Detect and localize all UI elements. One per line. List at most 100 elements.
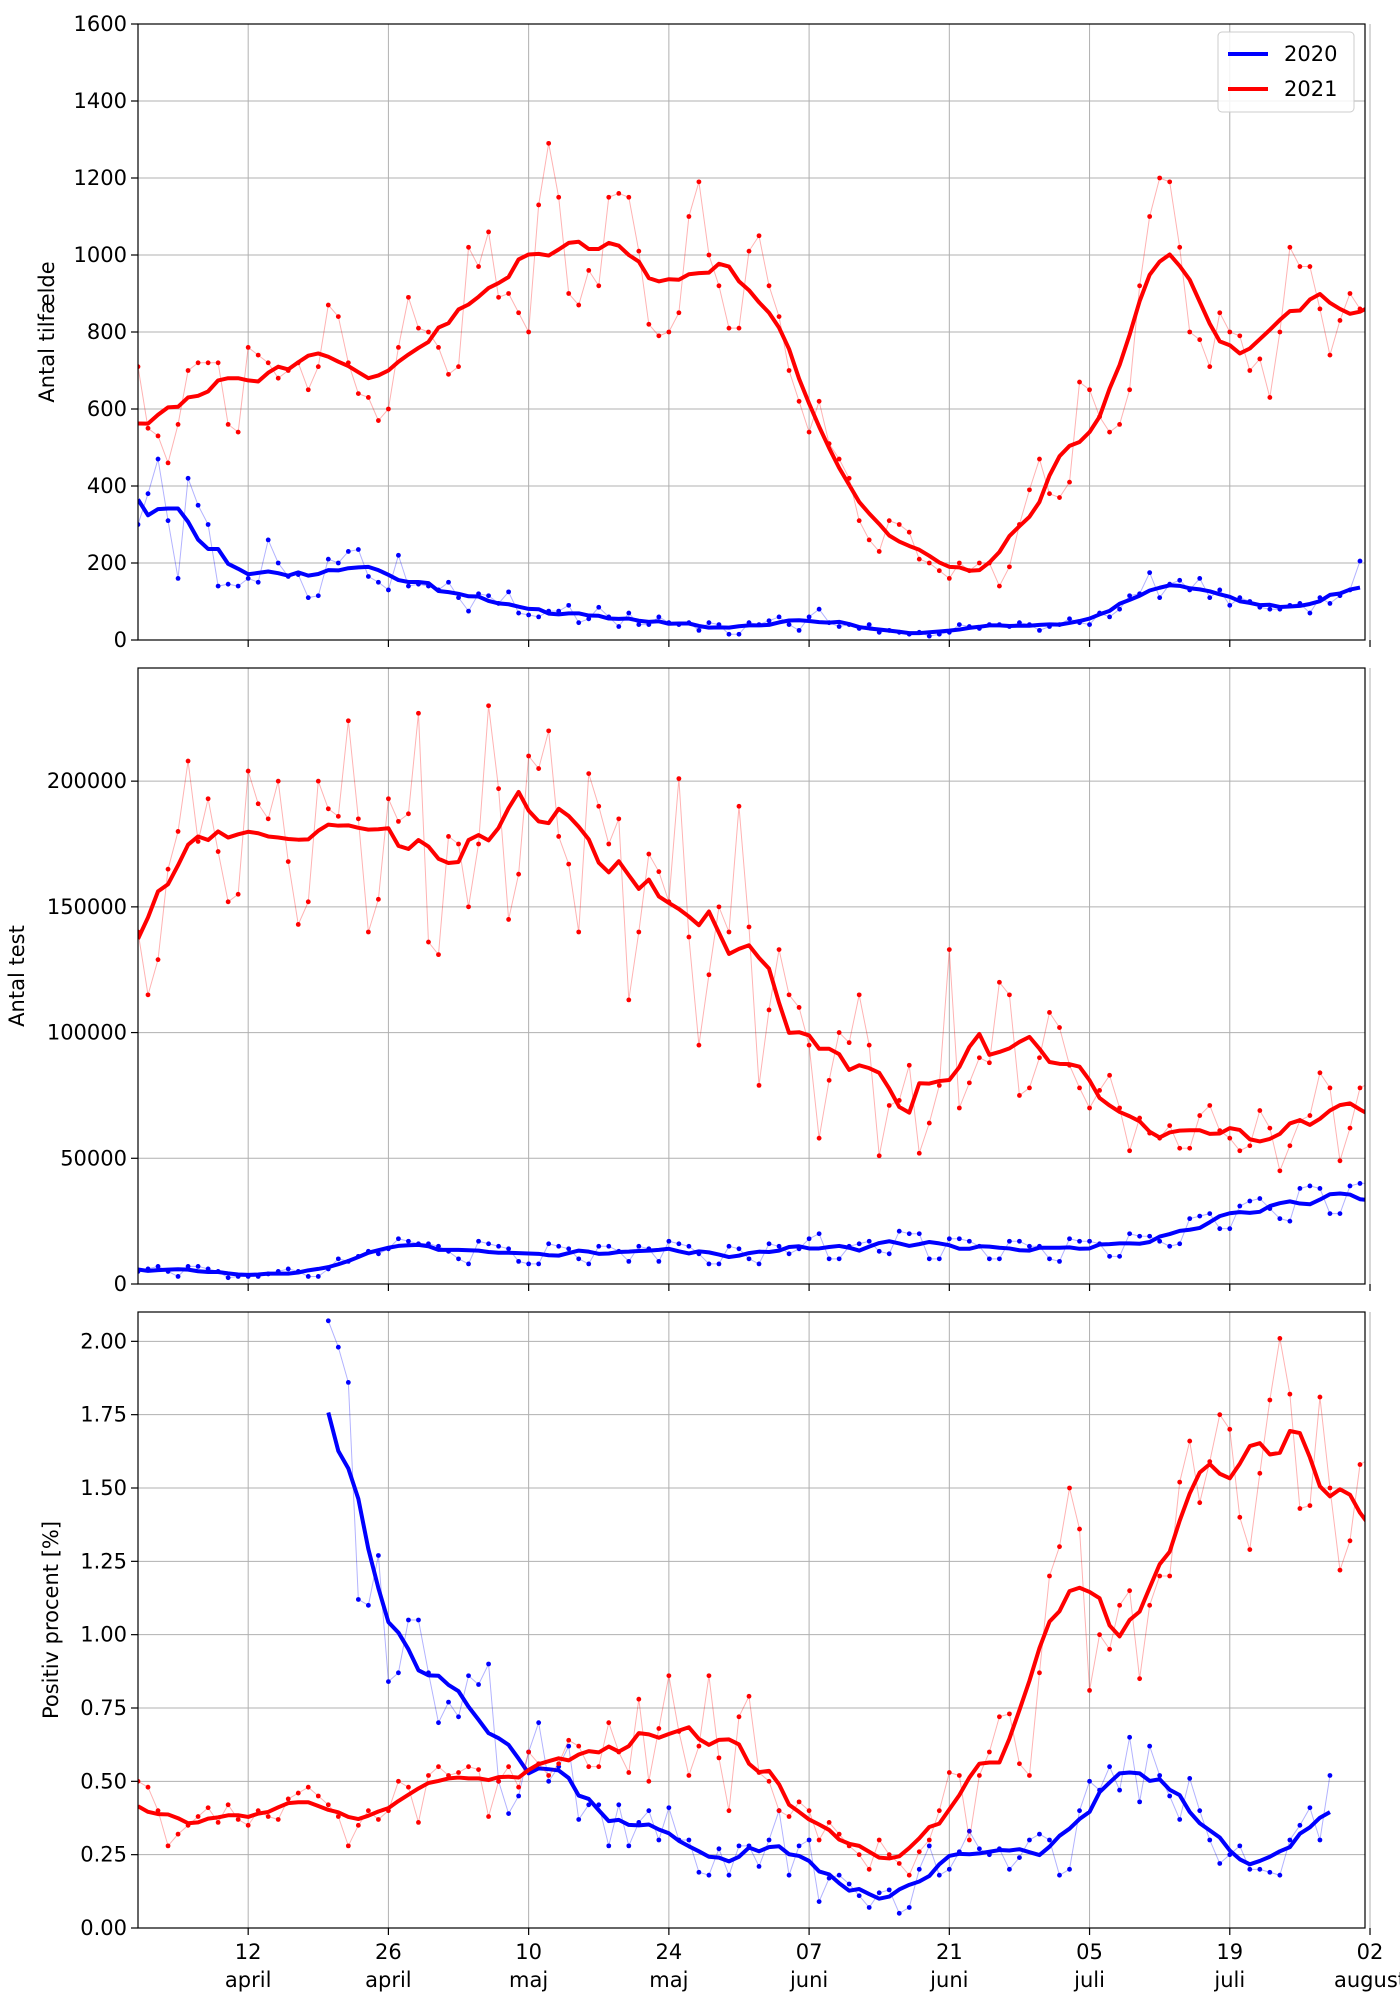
daily-point-tests-2020	[826, 1256, 832, 1262]
daily-point-cases-2021	[516, 310, 522, 316]
daily-point-tests-2021	[756, 1082, 762, 1088]
daily-point-cases-2020	[816, 606, 822, 612]
daily-point-positive-2020	[916, 1866, 922, 1872]
daily-point-tests-2020	[776, 1243, 782, 1249]
daily-point-positive-2020	[836, 1872, 842, 1878]
daily-point-cases-2021	[896, 522, 902, 527]
daily-point-cases-2021	[606, 194, 612, 200]
daily-point-tests-2021	[636, 929, 642, 935]
daily-point-cases-2021	[315, 364, 321, 370]
daily-point-positive-2021	[466, 1764, 471, 1770]
daily-point-tests-2021	[926, 1120, 932, 1126]
daily-point-positive-2020	[646, 1808, 652, 1814]
daily-point-positive-2020	[1157, 1773, 1163, 1778]
daily-point-tests-2021	[916, 1150, 922, 1156]
daily-point-tests-2020	[916, 1231, 922, 1237]
daily-point-cases-2020	[225, 581, 231, 587]
daily-point-positive-2021	[966, 1837, 972, 1843]
daily-point-tests-2020	[1117, 1253, 1122, 1259]
cases-frame	[137, 23, 1366, 641]
daily-point-tests-2020	[1087, 1238, 1092, 1244]
daily-point-positive-2021	[766, 1778, 772, 1784]
daily-point-tests-2020	[896, 1228, 902, 1234]
daily-point-tests-2020	[1187, 1216, 1193, 1222]
daily-point-positive-2021	[396, 1778, 401, 1784]
daily-point-positive-2020	[966, 1828, 972, 1834]
daily-point-tests-2020	[486, 1241, 491, 1247]
daily-point-tests-2021	[476, 841, 481, 847]
daily-point-positive-2021	[626, 1770, 632, 1775]
daily-point-positive-2020	[786, 1872, 792, 1878]
daily-point-cases-2021	[1177, 244, 1183, 250]
daily-point-tests-2021	[766, 1007, 772, 1013]
daily-point-tests-2020	[686, 1243, 692, 1249]
daily-point-tests-2021	[546, 728, 552, 734]
daily-point-positive-2021	[295, 1790, 301, 1796]
daily-point-tests-2021	[866, 1042, 872, 1048]
daily-point-tests-2021	[195, 839, 201, 844]
daily-point-cases-2021	[496, 294, 501, 300]
daily-point-positive-2021	[936, 1808, 942, 1814]
daily-point-positive-2021	[416, 1820, 421, 1825]
daily-point-cases-2021	[436, 345, 441, 350]
daily-point-cases-2020	[235, 583, 241, 589]
positive-percent-panel: 0.00 0.25 0.50 0.75 1.00 1.25 1.50 1.75 2.00 Pos…	[39, 1311, 1371, 1940]
daily-point-positive-2021	[245, 1822, 251, 1828]
daily-point-cases-2021	[936, 568, 942, 574]
daily-point-positive-2021	[956, 1773, 962, 1778]
daily-point-positive-2021	[1097, 1632, 1102, 1638]
daily-point-tests-2020	[766, 1241, 772, 1247]
daily-point-positive-2021	[1317, 1394, 1323, 1400]
daily-point-tests-2021	[686, 934, 692, 940]
daily-point-positive-2021	[806, 1808, 812, 1814]
daily-point-tests-2020	[606, 1243, 612, 1249]
tests-xticks	[247, 1284, 1371, 1291]
daily-point-cases-2020	[165, 518, 171, 524]
daily-point-tests-2021	[526, 753, 532, 759]
daily-point-tests-2021	[966, 1080, 972, 1086]
daily-point-cases-2021	[506, 291, 512, 296]
daily-point-tests-2021	[345, 718, 351, 724]
daily-point-cases-2020	[1327, 601, 1333, 606]
daily-point-positive-2021	[1247, 1547, 1253, 1552]
daily-point-cases-2020	[265, 537, 271, 543]
daily-point-tests-2021	[946, 947, 952, 952]
daily-point-cases-2020	[446, 579, 451, 585]
daily-point-tests-2021	[1197, 1113, 1203, 1118]
daily-point-cases-2021	[245, 345, 251, 350]
daily-point-tests-2021	[616, 816, 622, 822]
daily-point-positive-2020	[406, 1617, 411, 1623]
daily-point-tests-2020	[516, 1258, 522, 1264]
daily-point-cases-2020	[736, 631, 742, 637]
daily-point-cases-2021	[946, 576, 952, 581]
daily-point-tests-2020	[946, 1236, 952, 1242]
daily-point-cases-2021	[676, 310, 682, 316]
y-tick-label: 1600	[74, 12, 127, 36]
daily-point-tests-2021	[1017, 1093, 1022, 1098]
daily-point-positive-2021	[516, 1784, 522, 1790]
daily-point-positive-2020	[1267, 1869, 1273, 1875]
daily-point-tests-2021	[1357, 1085, 1363, 1091]
daily-point-positive-2021	[1197, 1500, 1203, 1506]
tests-yticks: 0 50000 100000 150000 200000	[47, 769, 138, 1296]
daily-point-tests-2020	[726, 1243, 732, 1249]
daily-point-tests-2021	[596, 803, 602, 809]
daily-point-positive-2020	[806, 1837, 812, 1843]
daily-point-tests-2021	[386, 796, 391, 802]
daily-point-positive-2021	[836, 1831, 842, 1837]
daily-point-cases-2020	[305, 595, 311, 601]
daily-point-tests-2020	[1147, 1233, 1153, 1239]
daily-point-cases-2021	[1137, 283, 1143, 289]
daily-point-cases-2021	[486, 229, 491, 235]
daily-point-positive-2021	[1167, 1573, 1173, 1579]
daily-point-tests-2021	[646, 851, 652, 857]
y-tick-label: 0	[114, 628, 127, 652]
daily-point-cases-2020	[1037, 627, 1042, 633]
daily-point-positive-2020	[1137, 1799, 1143, 1805]
daily-point-cases-2021	[386, 406, 391, 412]
y-tick-label: 2.00	[80, 1329, 127, 1353]
daily-point-cases-2021	[375, 418, 381, 423]
daily-point-cases-2021	[1187, 329, 1193, 335]
daily-point-tests-2021	[736, 803, 742, 809]
daily-point-tests-2021	[185, 758, 191, 764]
